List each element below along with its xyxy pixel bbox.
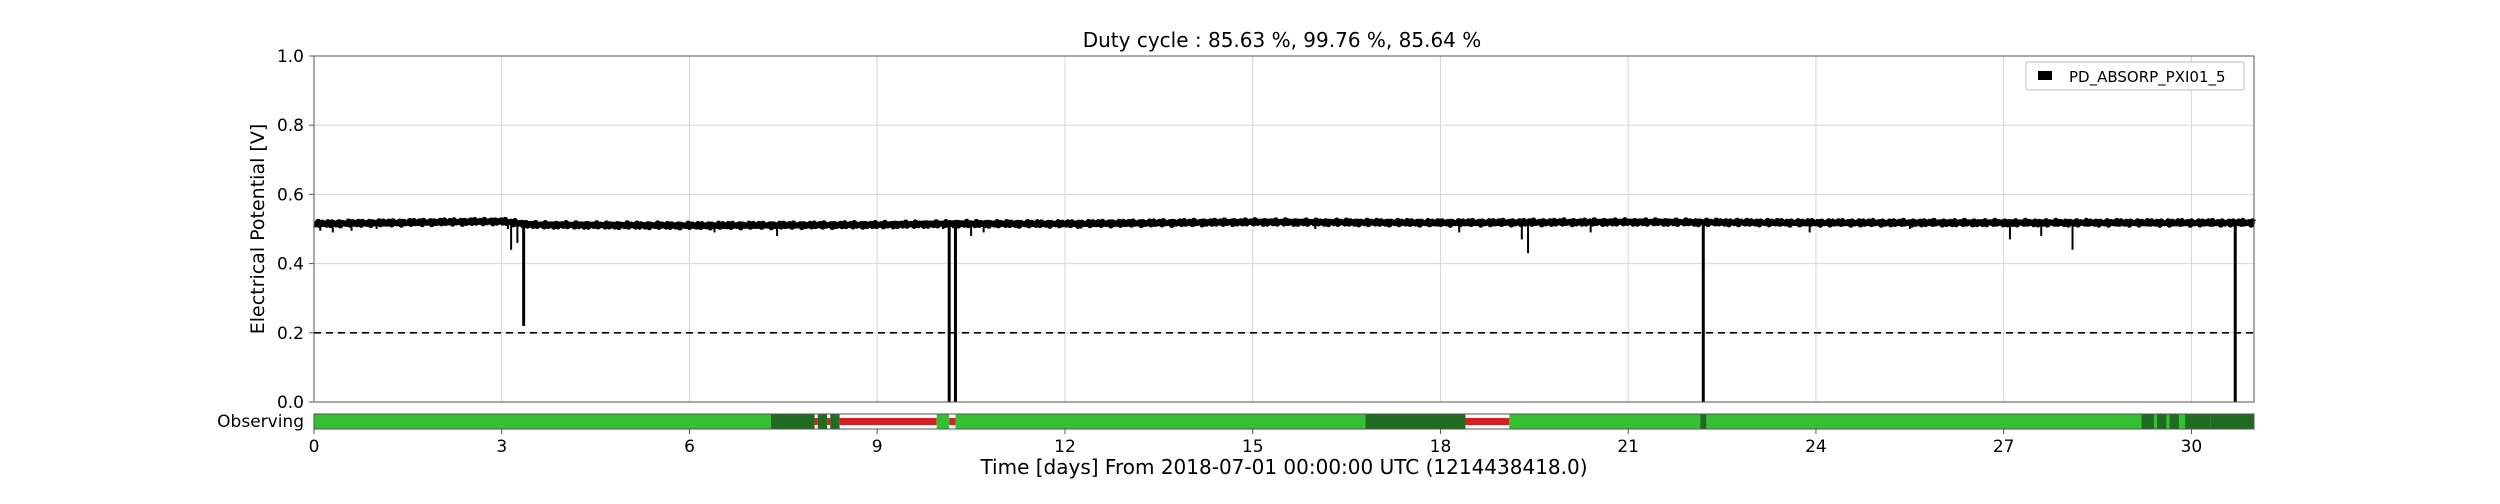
y-axis: 0.0 0.2 0.4 0.6 0.8 1.0 — [277, 47, 314, 413]
state-segment-partial — [770, 414, 837, 429]
x-tick-label: 12 — [1054, 437, 1076, 457]
state-segment-off — [949, 418, 956, 425]
state-segment-observing — [955, 414, 1366, 429]
legend-swatch — [2038, 71, 2052, 80]
x-tick-label: 18 — [1430, 437, 1452, 457]
state-bar-frame — [313, 413, 2255, 430]
state-segment-observing — [314, 414, 771, 429]
state-segment-observing — [936, 414, 950, 429]
y-tick-label: 0.8 — [277, 116, 304, 136]
y-tick-label: 0.4 — [277, 255, 304, 275]
state-segment-partial — [2141, 414, 2211, 429]
x-axis: 0 3 6 9 12 15 18 21 24 27 30 — [309, 429, 2203, 457]
series-line — [312, 216, 2257, 231]
y-axis-label: Electrical Potential [V] — [247, 124, 269, 334]
state-segment-observing — [1706, 414, 2142, 429]
state-segment-off — [827, 418, 831, 425]
x-tick-label: 9 — [872, 437, 883, 457]
x-tick-label: 24 — [1805, 437, 1827, 457]
state-segment-observing — [1509, 414, 1701, 429]
plot-frame — [313, 55, 2255, 403]
legend-entry: PD_ABSORP_PXI01_5 — [2069, 68, 2226, 87]
state-segment-observing — [2153, 414, 2157, 429]
state-segment-partial — [1365, 414, 1466, 429]
x-axis-label: Time [days] From 2018-07-01 00:00:00 UTC… — [979, 455, 1587, 479]
y-tick-label: 0.0 — [277, 393, 304, 413]
y-tick-label: 0.6 — [277, 185, 304, 205]
x-tick-label: 3 — [496, 437, 507, 457]
x-tick-label: 30 — [2181, 437, 2203, 457]
y-tick-label: 1.0 — [277, 47, 304, 67]
state-segment-observing — [2166, 414, 2170, 429]
chart-title: Duty cycle : 85.63 %, 99.76 %, 85.64 % — [1083, 28, 1482, 52]
state-segment-partial — [836, 414, 840, 429]
state-segment-observing — [2178, 414, 2186, 429]
x-tick-label: 21 — [1617, 437, 1639, 457]
state-segment-off — [839, 418, 937, 425]
state-bar-label: Observing — [217, 412, 304, 432]
state-segment-partial — [1700, 414, 1707, 429]
y-tick-label: 0.2 — [277, 324, 304, 344]
legend: PD_ABSORP_PXI01_5 — [2025, 61, 2245, 91]
state-bar — [314, 414, 2254, 429]
legend-box — [2025, 61, 2245, 91]
state-segment-partial — [2210, 414, 2254, 429]
state-segment-off — [1465, 418, 1510, 425]
x-tick-label: 0 — [309, 437, 320, 457]
x-tick-label: 15 — [1242, 437, 1264, 457]
state-segment-off — [814, 418, 818, 425]
series-layer — [312, 216, 2257, 402]
x-tick-label: 6 — [684, 437, 695, 457]
x-tick-label: 27 — [1993, 437, 2015, 457]
